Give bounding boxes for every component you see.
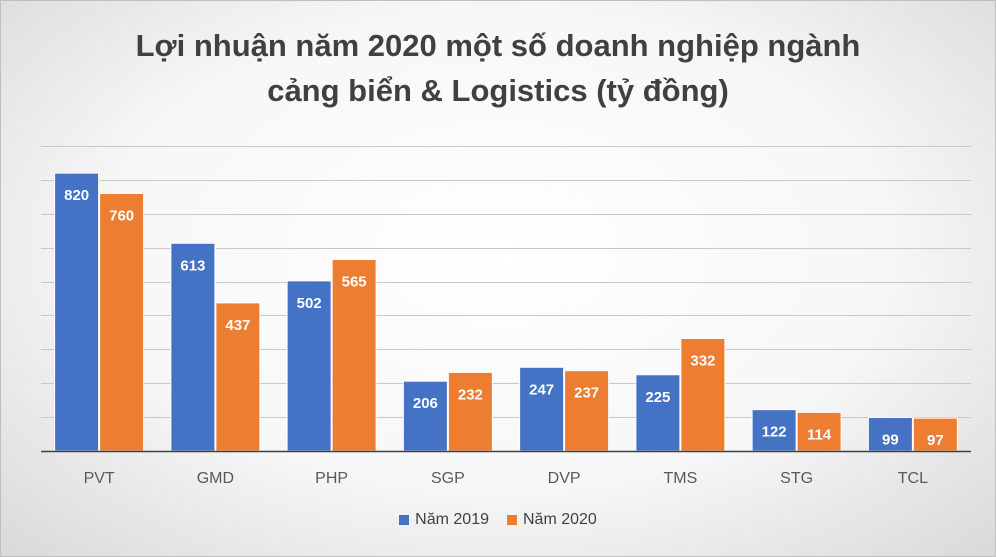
x-tick-label: TCL — [898, 470, 928, 487]
bar-php-2020 — [331, 259, 377, 452]
legend-label-2020: Năm 2020 — [523, 511, 597, 528]
legend-item-2019: Năm 2019 — [399, 511, 489, 529]
data-label-php-2020: 565 — [342, 274, 367, 291]
data-label-pvt-2020: 760 — [109, 207, 134, 224]
bar-pvt-2019 — [54, 172, 100, 452]
bar-dvp-2019 — [519, 366, 565, 452]
x-tick-label: PVT — [84, 470, 115, 487]
data-label-tms-2020: 332 — [690, 352, 715, 369]
bar-gmd-2020 — [215, 302, 261, 452]
chart-title-line-1: Lợi nhuận năm 2020 một số doanh nghiệp n… — [135, 28, 861, 63]
bar-tcl-2020 — [912, 417, 958, 452]
data-label-stg-2020: 114 — [807, 426, 832, 443]
data-label-php-2019: 502 — [297, 295, 322, 312]
bar-dvp-2020 — [564, 370, 610, 452]
x-tick-label: GMD — [197, 470, 234, 487]
data-label-dvp-2020: 237 — [574, 385, 599, 402]
legend-label-2019: Năm 2019 — [415, 511, 489, 528]
data-label-tcl-2020: 97 — [927, 432, 944, 449]
legend-swatch-2020 — [507, 515, 517, 525]
bar-tms-2020 — [680, 337, 726, 452]
legend-item-2020: Năm 2020 — [507, 511, 597, 529]
chart-title-line-2: cảng biển & Logistics (tỷ đồng) — [267, 73, 729, 108]
x-tick-label: STG — [780, 470, 813, 487]
x-tick-label: TMS — [663, 470, 697, 487]
bar-gmd-2019 — [170, 242, 216, 452]
x-tick-label: PHP — [315, 470, 348, 487]
chart-title: Lợi nhuận năm 2020 một số doanh nghiệp n… — [1, 23, 995, 113]
data-label-tms-2019: 225 — [645, 389, 670, 406]
data-label-tcl-2019: 99 — [882, 431, 899, 448]
data-label-gmd-2020: 437 — [225, 317, 250, 334]
bar-pvt-2020 — [99, 192, 145, 452]
bar-php-2019 — [286, 280, 332, 452]
x-tick-label: DVP — [548, 470, 581, 487]
legend-swatch-2019 — [399, 515, 410, 525]
bar-sgp-2019 — [402, 380, 448, 452]
data-label-pvt-2019: 820 — [64, 187, 89, 204]
bar-tms-2019 — [635, 374, 681, 452]
data-label-dvp-2019: 247 — [529, 381, 554, 398]
legend: Năm 2019 Năm 2020 — [1, 511, 995, 529]
bar-sgp-2020 — [447, 371, 493, 452]
data-label-stg-2019: 122 — [762, 424, 787, 441]
x-tick-label: SGP — [431, 470, 465, 487]
data-label-sgp-2020: 232 — [458, 386, 483, 403]
data-label-gmd-2019: 613 — [180, 257, 205, 274]
data-label-sgp-2019: 206 — [413, 395, 438, 412]
